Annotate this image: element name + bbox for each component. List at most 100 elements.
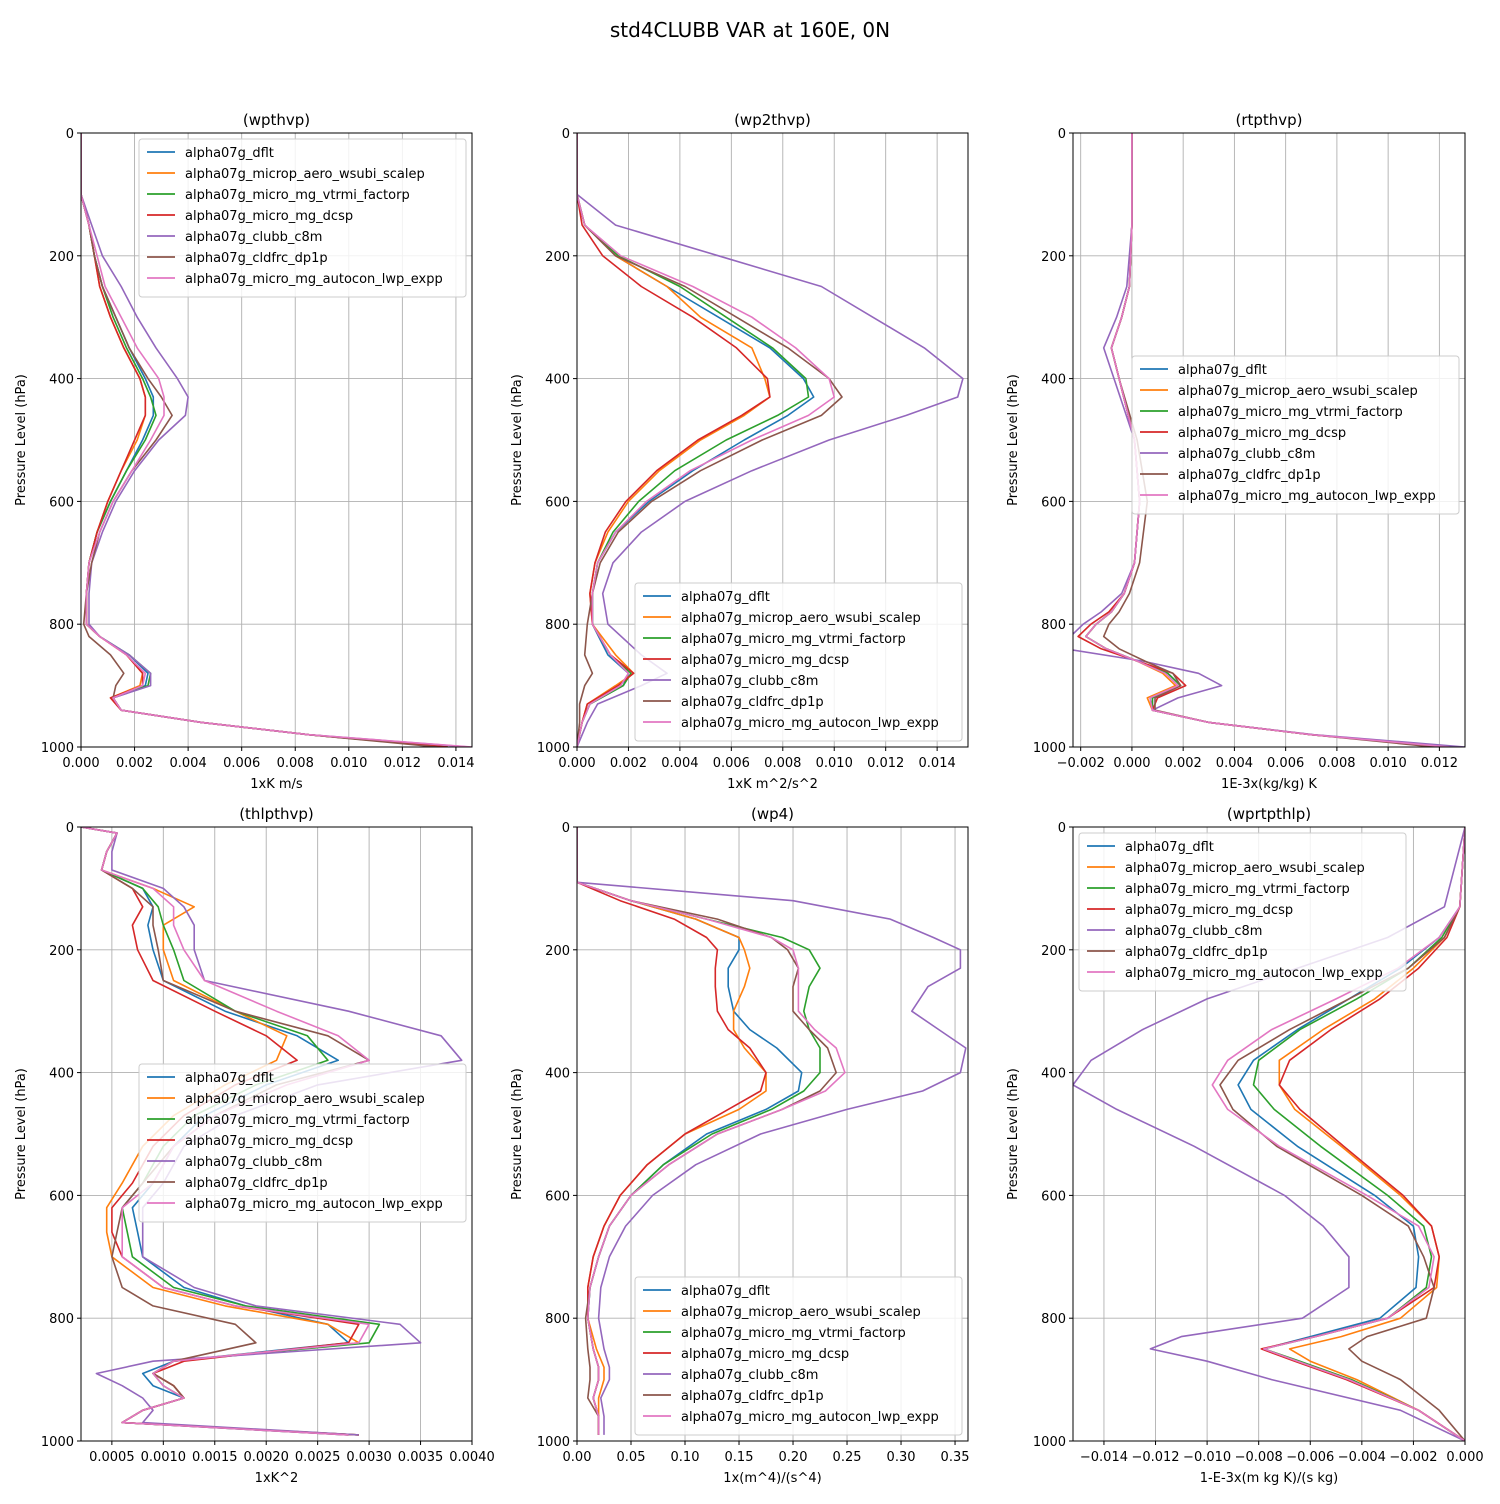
x-axis-label: 1-E-3x(m kg K)/(s kg) (1200, 1471, 1338, 1486)
chart-panel: 0.000 0.002 0.004 0.006 0.008 0.010 0.012 0.014… (510, 111, 969, 792)
x-tick-label: 0.006 (713, 756, 750, 771)
plot-frame (576, 132, 969, 748)
x-tick-label: 0.0025 (295, 1450, 341, 1465)
x-tick-label: 0.0010 (141, 1450, 187, 1465)
series-line-alpha07g_clubb_c8m (577, 827, 967, 1435)
series-line-alpha07g_micro_mg_autocon_lwp_expp (81, 133, 472, 747)
x-axis-label: 1E-3x(kg/kg) K (1221, 777, 1317, 792)
x-tick-label: 0.00 (563, 1450, 592, 1465)
y-tick-label: 400 (1041, 1067, 1066, 1082)
legend-entry: alpha07g_microp_aero_wsubi_scalep (1125, 861, 1365, 876)
y-tick-label: 200 (1041, 944, 1066, 959)
x-tick-label: 0.002 (1165, 756, 1202, 771)
x-tick-label: −0.008 (1235, 1450, 1283, 1465)
legend-entry: alpha07g_micro_mg_dcsp (681, 653, 849, 668)
y-tick-label: 400 (49, 373, 74, 388)
legend-entry: alpha07g_micro_mg_vtrmi_factorp (185, 188, 410, 203)
x-tick-label: 0.0040 (449, 1450, 495, 1465)
y-axis-label: Pressure Level (hPa) (510, 374, 525, 506)
y-axis-label: Pressure Level (hPa) (14, 374, 29, 506)
x-axis-label: 1xK m^2/s^2 (727, 777, 818, 792)
series-line-alpha07g_micro_mg_autocon_lwp_expp (577, 133, 836, 747)
x-tick-label: 0.20 (779, 1450, 808, 1465)
y-axis-label: Pressure Level (hPa) (510, 1068, 525, 1200)
legend-entry: alpha07g_cldfrc_dp1p (185, 251, 328, 266)
x-tick-label: 0.05 (617, 1450, 646, 1465)
legend-entry: alpha07g_dflt (1125, 840, 1214, 855)
y-tick-label: 200 (1041, 250, 1066, 265)
x-tick-label: 0.0035 (398, 1450, 444, 1465)
plot-frame (1072, 132, 1466, 748)
chart-panel: 0.00 0.05 0.10 0.15 0.20 0.25 0.30 0.35 0 200 400 6… (510, 805, 970, 1486)
legend-entry: alpha07g_micro_mg_autocon_lwp_expp (185, 1197, 443, 1212)
x-tick-label: −0.012 (1131, 1450, 1179, 1465)
series-line-alpha07g_micro_mg_dcsp (577, 133, 771, 747)
legend-entry: alpha07g_micro_mg_vtrmi_factorp (185, 1113, 410, 1128)
legend-entry: alpha07g_micro_mg_autocon_lwp_expp (681, 1410, 939, 1425)
legend-entry: alpha07g_micro_mg_dcsp (1125, 903, 1293, 918)
x-tick-label: 0.006 (1267, 756, 1304, 771)
legend-box (1078, 832, 1407, 992)
y-tick-label: 0 (562, 821, 570, 836)
y-tick-label: 600 (1041, 1189, 1066, 1204)
x-tick-label: 0.002 (610, 756, 647, 771)
y-axis-label: Pressure Level (hPa) (14, 1068, 29, 1200)
y-tick-label: 200 (49, 944, 74, 959)
plot-frame (1072, 826, 1466, 1442)
x-tick-label: 0.0015 (192, 1450, 238, 1465)
x-axis-label: 1x(m^4)/(s^4) (723, 1471, 821, 1486)
series-line-alpha07g_clubb_c8m (1073, 133, 1465, 747)
panel-title: (rtpthvp) (1235, 111, 1302, 129)
y-tick-label: 800 (1041, 618, 1066, 633)
x-tick-label: 0.004 (661, 756, 698, 771)
legend-entry: alpha07g_dflt (185, 1071, 274, 1086)
y-tick-label: 400 (545, 373, 570, 388)
legend-entry: alpha07g_cldfrc_dp1p (1178, 468, 1321, 483)
legend-entry: alpha07g_micro_mg_autocon_lwp_expp (681, 716, 939, 731)
y-tick-label: 600 (49, 495, 74, 510)
x-tick-label: 0.15 (725, 1450, 754, 1465)
x-tick-label: 0.10 (671, 1450, 700, 1465)
x-tick-label: −0.002 (1389, 1450, 1437, 1465)
x-tick-label: −0.006 (1286, 1450, 1334, 1465)
y-tick-label: 800 (545, 618, 570, 633)
chart-panel: 0.0005 0.0010 0.0015 0.0020 0.0025 0.0030 0.00… (14, 805, 495, 1486)
y-axis-label: Pressure Level (hPa) (1006, 1068, 1021, 1200)
series-line-alpha07g_micro_mg_autocon_lwp_expp (577, 827, 846, 1435)
x-tick-label: −0.010 (1183, 1450, 1231, 1465)
figure-title: std4CLUBB VAR at 160E, 0N (610, 18, 890, 42)
x-tick-label: 0.010 (1370, 756, 1407, 771)
y-tick-label: 200 (545, 944, 570, 959)
chart-panel: −0.002 0.000 0.002 0.004 0.006 0.008 0.010 0.01… (1006, 111, 1466, 792)
chart-panel: −0.014 −0.012 −0.010 −0.008 −0.006 −0.004 −0.0… (1006, 805, 1484, 1486)
legend-entry: alpha07g_micro_mg_vtrmi_factorp (1125, 882, 1350, 897)
y-tick-label: 0 (66, 821, 74, 836)
legend: alpha07g_dflt alpha07g_microp_aero_wsubi_… (1078, 832, 1407, 992)
x-tick-label: 0.000 (1113, 756, 1150, 771)
y-tick-label: 400 (1041, 373, 1066, 388)
x-tick-label: 0.35 (941, 1450, 970, 1465)
x-tick-label: 0.000 (62, 756, 99, 771)
y-tick-label: 600 (545, 1189, 570, 1204)
legend-entry: alpha07g_microp_aero_wsubi_scalep (185, 167, 425, 182)
y-tick-label: 1000 (41, 741, 74, 756)
legend-entry: alpha07g_cldfrc_dp1p (185, 1176, 328, 1191)
x-tick-label: 0.014 (919, 756, 956, 771)
y-tick-label: 800 (49, 618, 74, 633)
legend-entry: alpha07g_dflt (681, 590, 770, 605)
plot-frame (576, 826, 969, 1442)
y-tick-label: 600 (49, 1189, 74, 1204)
x-tick-label: 0.008 (1318, 756, 1355, 771)
legend-entry: alpha07g_microp_aero_wsubi_scalep (1178, 384, 1418, 399)
legend-entry: alpha07g_microp_aero_wsubi_scalep (681, 611, 921, 626)
legend-entry: alpha07g_microp_aero_wsubi_scalep (681, 1305, 921, 1320)
plot-frame (80, 826, 473, 1442)
x-axis-label: 1xK m/s (250, 777, 303, 792)
legend-entry: alpha07g_micro_mg_vtrmi_factorp (1178, 405, 1403, 420)
x-tick-label: 0.012 (384, 756, 421, 771)
x-tick-label: 0.012 (867, 756, 904, 771)
y-tick-label: 200 (49, 250, 74, 265)
y-tick-label: 0 (1058, 127, 1066, 142)
